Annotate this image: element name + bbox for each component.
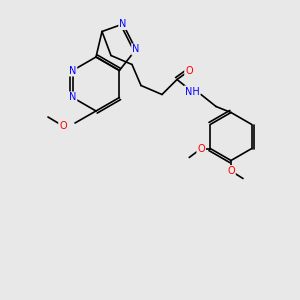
Text: NH: NH [184, 86, 200, 97]
Text: N: N [69, 92, 76, 103]
Text: N: N [119, 19, 127, 29]
Text: O: O [197, 143, 205, 154]
Text: N: N [69, 65, 76, 76]
Text: O: O [227, 166, 235, 176]
Text: O: O [185, 65, 193, 76]
Text: N: N [132, 44, 140, 55]
Text: O: O [59, 121, 67, 131]
